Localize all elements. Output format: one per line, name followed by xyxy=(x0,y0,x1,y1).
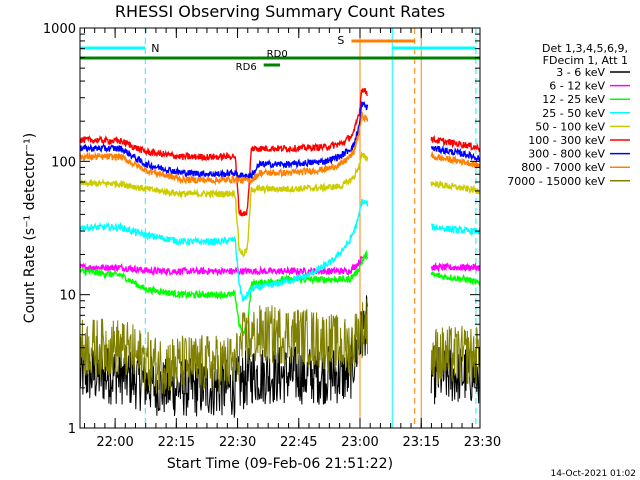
x-tick-label: 22:15 xyxy=(158,435,195,450)
x-tick-label: 23:30 xyxy=(464,435,501,450)
decimation-label: RD0 xyxy=(267,49,288,60)
legend-entry-label: 50 - 100 keV xyxy=(535,120,605,133)
y-tick-label: 100 xyxy=(51,155,76,170)
series-line xyxy=(79,150,481,258)
series-group xyxy=(79,87,481,418)
saa-label: S xyxy=(337,34,344,47)
legend-header: FDecim 1, Att 1 xyxy=(543,54,628,67)
legend-entry-label: 25 - 50 keV xyxy=(542,107,605,120)
legend-entry-label: 800 - 7000 keV xyxy=(521,161,605,174)
series-line xyxy=(79,87,480,217)
y-axis-label: Count Rate (s⁻¹ detector⁻¹) xyxy=(22,133,38,323)
series-line xyxy=(79,100,481,181)
legend: Det 1,3,4,5,6,9,FDecim 1, Att 13 - 6 keV… xyxy=(507,42,630,188)
legend-entry-label: 300 - 800 keV xyxy=(528,148,605,161)
x-tick-label: 22:30 xyxy=(219,435,256,450)
x-tick-label: 22:45 xyxy=(280,435,317,450)
y-tick-label: 1000 xyxy=(43,22,76,37)
x-tick-label: 22:00 xyxy=(96,435,133,450)
plot-frame xyxy=(79,27,481,429)
night-label: N xyxy=(151,42,159,55)
decimation-label: RD6 xyxy=(236,62,257,73)
x-tick-label: 23:15 xyxy=(402,435,439,450)
legend-header: Det 1,3,4,5,6,9, xyxy=(542,42,628,55)
chart-title: RHESSI Observing Summary Count Rates xyxy=(115,2,445,21)
series-line xyxy=(79,298,481,395)
x-axis-label: Start Time (09-Feb-06 21:51:22) xyxy=(167,456,393,472)
legend-entry-label: 6 - 12 keV xyxy=(549,80,605,93)
series-line xyxy=(79,252,481,277)
legend-entry-label: 7000 - 15000 keV xyxy=(507,175,605,188)
y-tick-label: 10 xyxy=(59,289,76,304)
footer-timestamp: 14-Oct-2021 01:02 xyxy=(551,469,636,479)
legend-entry-label: 100 - 300 keV xyxy=(528,134,605,147)
axes: 1 10 100 1000 22:00 22:15 22:30 22:45 23:00 23:15… xyxy=(43,22,501,450)
legend-entry-label: 12 - 25 keV xyxy=(542,93,605,106)
series-line xyxy=(79,198,481,303)
x-tick-label: 23:00 xyxy=(341,435,378,450)
series-line xyxy=(79,111,481,186)
series-line xyxy=(79,249,481,336)
y-tick-label: 1 xyxy=(68,422,76,437)
legend-entry-label: 3 - 6 keV xyxy=(556,66,605,79)
